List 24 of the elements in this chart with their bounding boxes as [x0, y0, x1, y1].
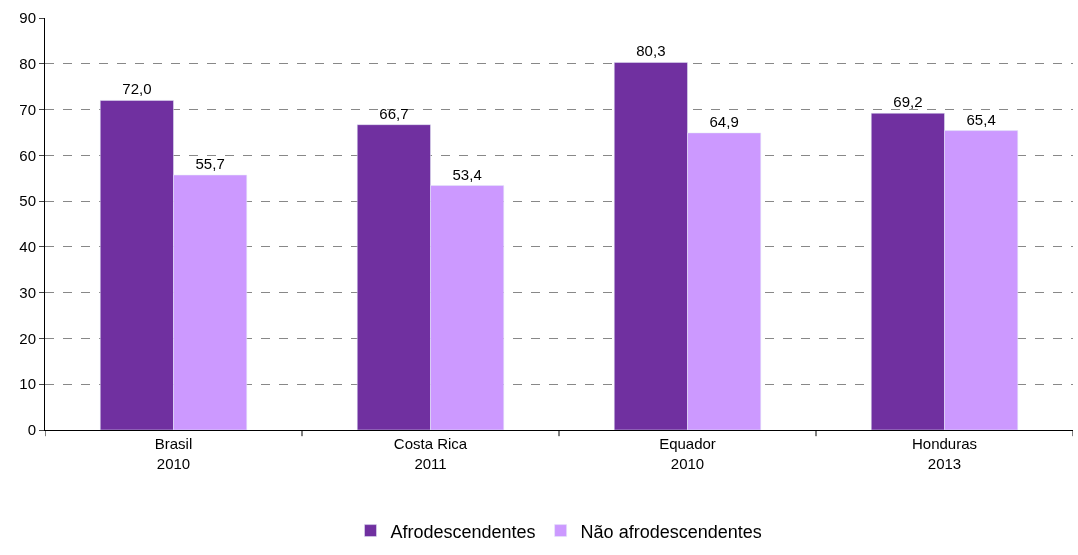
y-tick-label: 80: [19, 55, 36, 73]
legend-label: Não afrodescendentes: [580, 521, 762, 542]
x-tick-label: Honduras 2013: [911, 435, 978, 472]
y-tick-label: 30: [19, 283, 36, 301]
data-label: 66,7: [379, 104, 409, 122]
legend-label: Afrodescendentes: [390, 521, 536, 542]
data-label: 80,3: [636, 42, 666, 60]
data-label: 65,4: [966, 110, 996, 128]
data-label: 55,7: [195, 155, 225, 173]
y-tick-label: 50: [19, 192, 36, 210]
y-tick-label: 10: [19, 375, 36, 393]
data-label: 64,9: [709, 112, 739, 130]
y-tick-label: 0: [27, 421, 36, 439]
data-label: 53,4: [452, 165, 482, 183]
x-tick-label: Brasil 2010: [154, 435, 193, 472]
y-tick-label: 60: [19, 146, 36, 164]
y-tick-label: 90: [19, 9, 36, 27]
y-tick-label: 20: [19, 329, 36, 347]
data-label: 72,0: [122, 80, 152, 98]
y-tick-label: 70: [19, 100, 36, 118]
x-tick-label: Costa Rica 2011: [393, 435, 468, 472]
x-tick-label: Equador 2010: [659, 435, 716, 472]
y-tick-label: 40: [19, 238, 36, 256]
data-label: 69,2: [893, 93, 923, 111]
